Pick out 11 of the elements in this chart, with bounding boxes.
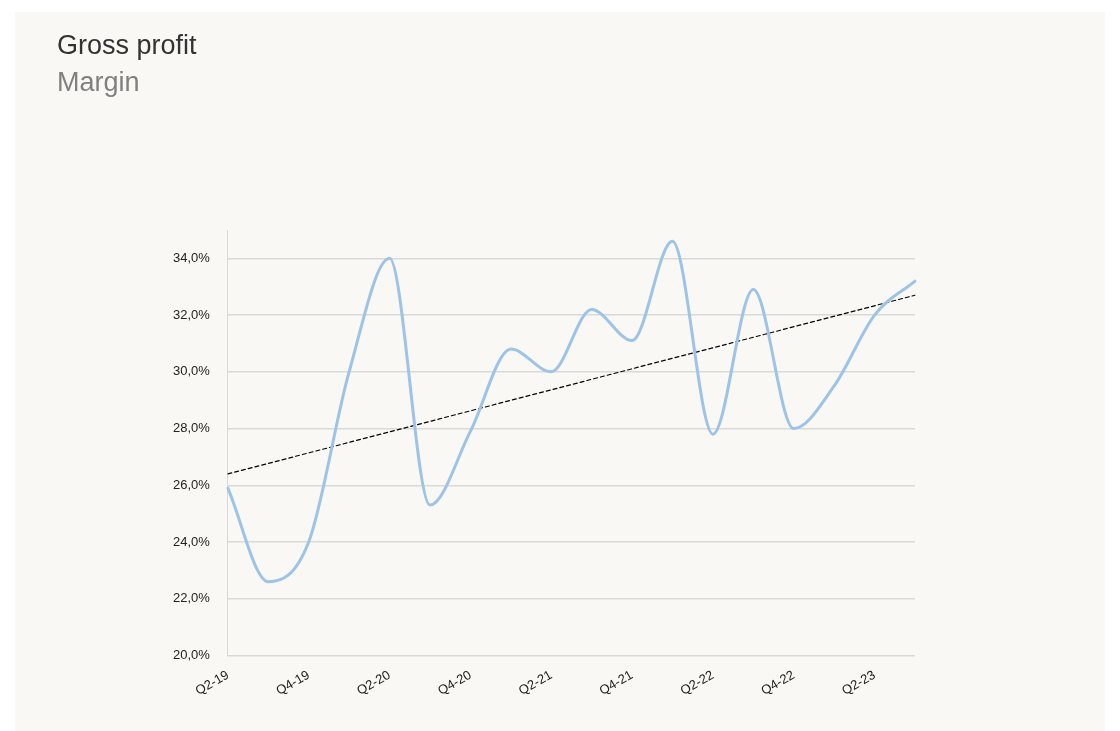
y-tick-label: 20,0% (172, 647, 211, 662)
chart-subtitle: Margin (57, 67, 140, 98)
chart-title: Gross profit (57, 30, 197, 61)
line-series (226, 239, 917, 584)
y-tick-label: 22,0% (172, 590, 211, 606)
y-tick-label: 32,0% (172, 306, 211, 322)
y-tick-label: 34,0% (172, 249, 211, 265)
y-tick-label: 24,0% (172, 533, 211, 549)
y-tick-label: 28,0% (172, 420, 211, 436)
y-tick-label: 26,0% (172, 476, 211, 492)
y-tick-label: 30,0% (172, 363, 211, 379)
